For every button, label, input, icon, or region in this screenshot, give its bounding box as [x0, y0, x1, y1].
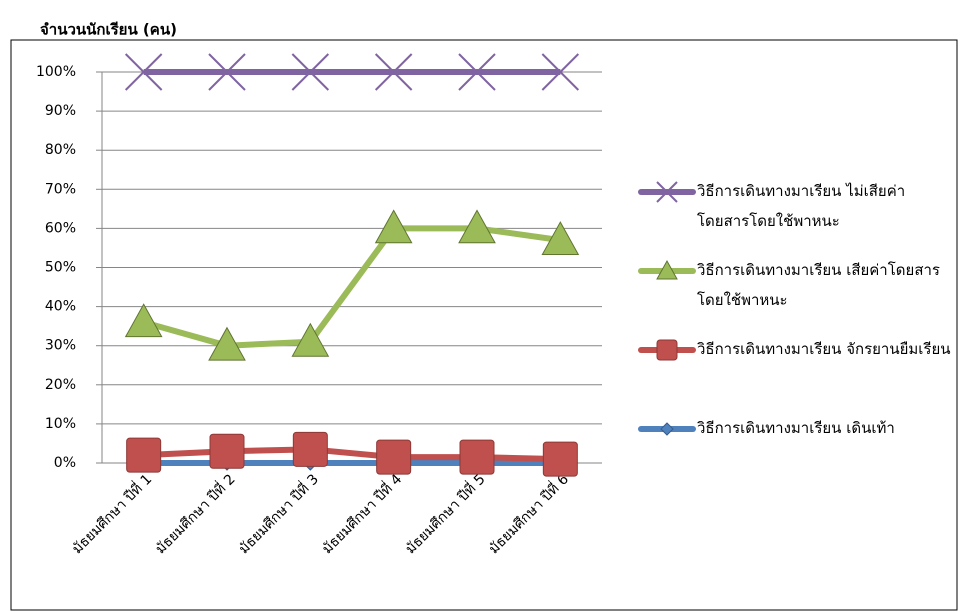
x-tick-label: มัธยมศึกษา ปีที่ 3: [235, 470, 322, 557]
marker-x-stroke: [291, 53, 330, 91]
chart-border: [10, 39, 958, 611]
legend-marker: [656, 259, 678, 280]
marker-triangle: [208, 326, 246, 361]
y-tick-label: 10%: [45, 416, 76, 432]
marker-triangle: [541, 221, 580, 256]
series-line: [142, 225, 561, 349]
x-tick-label: มัธยมศึกษา ปีที่ 1: [68, 470, 155, 557]
legend-label: วิธีการเดินทางมาเรียน เดินเท้า: [697, 419, 895, 437]
y-tick-label: 80%: [45, 142, 76, 158]
marker-x: [458, 53, 496, 91]
marker-x-stroke: [541, 53, 580, 91]
marker-square: [292, 431, 328, 467]
legend-marker: [656, 181, 678, 203]
y-tick-label: 50%: [45, 260, 76, 276]
legend-label: วิธีการเดินทางมาเรียน จักรยานยืมเรียน: [697, 340, 951, 358]
marker-square: [209, 433, 245, 469]
marker-square: [376, 439, 412, 475]
marker-x-stroke: [124, 53, 163, 91]
x-tick-label: มัธยมศึกษา ปีที่ 6: [485, 470, 572, 557]
marker-triangle: [124, 303, 163, 338]
legend-label: วิธีการเดินทางมาเรียน เสียค่าโดยสารโดยใช…: [697, 261, 940, 309]
marker-triangle: [291, 322, 330, 357]
series-line: [143, 446, 561, 463]
y-tick-label: 60%: [45, 220, 76, 236]
legend-marker: [656, 339, 678, 361]
marker-square: [126, 437, 162, 473]
marker-x-stroke: [374, 53, 413, 91]
y-tick-label: 70%: [45, 181, 76, 197]
marker-x: [541, 53, 580, 91]
chart-title: จำนวนนักเรียน (คน): [40, 21, 177, 39]
x-tick-label: มัธยมศึกษา ปีที่ 4: [318, 470, 405, 557]
marker-x: [291, 53, 330, 91]
marker-x: [124, 53, 163, 91]
marker-x-stroke: [208, 53, 246, 91]
x-tick-label: มัธยมศึกษา ปีที่ 5: [401, 470, 488, 557]
y-tick-label: 20%: [45, 377, 76, 393]
legend-label: วิธีการเดินทางมาเรียน ไม่เสียค่าโดยสารโด…: [697, 182, 906, 230]
y-tick-label: 30%: [45, 338, 76, 354]
marker-square: [459, 439, 495, 475]
marker-x: [208, 53, 246, 91]
y-tick-label: 0%: [54, 455, 76, 471]
marker-x: [374, 53, 413, 91]
marker-square: [542, 441, 578, 477]
x-tick-label: มัธยมศึกษา ปีที่ 2: [151, 470, 238, 557]
y-tick-label: 40%: [45, 299, 76, 315]
marker-x-stroke: [656, 181, 678, 203]
legend-marker: [660, 422, 674, 436]
y-tick-label: 90%: [45, 103, 76, 119]
marker-triangle: [374, 209, 413, 244]
y-tick-label: 100%: [36, 64, 76, 80]
marker-x-stroke: [458, 53, 496, 91]
marker-triangle: [458, 209, 496, 244]
